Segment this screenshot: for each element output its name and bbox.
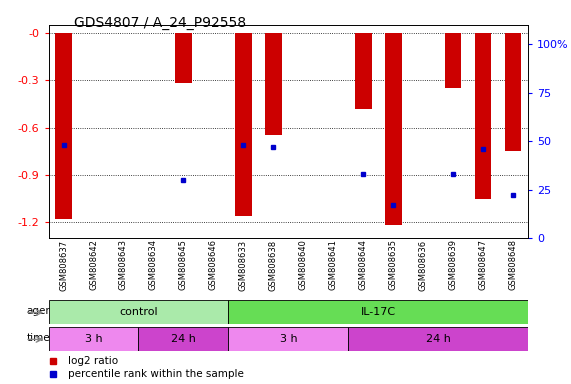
- Text: 3 h: 3 h: [280, 334, 297, 344]
- Text: GDS4807 / A_24_P92558: GDS4807 / A_24_P92558: [74, 16, 246, 30]
- Bar: [175, 33, 192, 83]
- Bar: [49, 327, 138, 351]
- Bar: [385, 33, 401, 225]
- Bar: [235, 33, 252, 216]
- Text: IL-17C: IL-17C: [361, 307, 396, 317]
- Bar: [228, 300, 528, 324]
- Bar: [55, 33, 72, 219]
- Bar: [265, 33, 282, 136]
- Bar: [505, 33, 521, 151]
- Text: log2 ratio: log2 ratio: [68, 356, 118, 366]
- Text: 24 h: 24 h: [426, 334, 451, 344]
- Bar: [348, 327, 528, 351]
- Text: percentile rank within the sample: percentile rank within the sample: [68, 369, 244, 379]
- Bar: [139, 327, 228, 351]
- Bar: [228, 327, 348, 351]
- Text: control: control: [119, 307, 158, 317]
- Bar: [475, 33, 492, 199]
- Bar: [445, 33, 461, 88]
- Text: 24 h: 24 h: [171, 334, 196, 344]
- Bar: [355, 33, 372, 109]
- Bar: [49, 300, 228, 324]
- Text: agent: agent: [27, 306, 57, 316]
- Text: time: time: [27, 333, 50, 343]
- Text: 3 h: 3 h: [85, 334, 102, 344]
